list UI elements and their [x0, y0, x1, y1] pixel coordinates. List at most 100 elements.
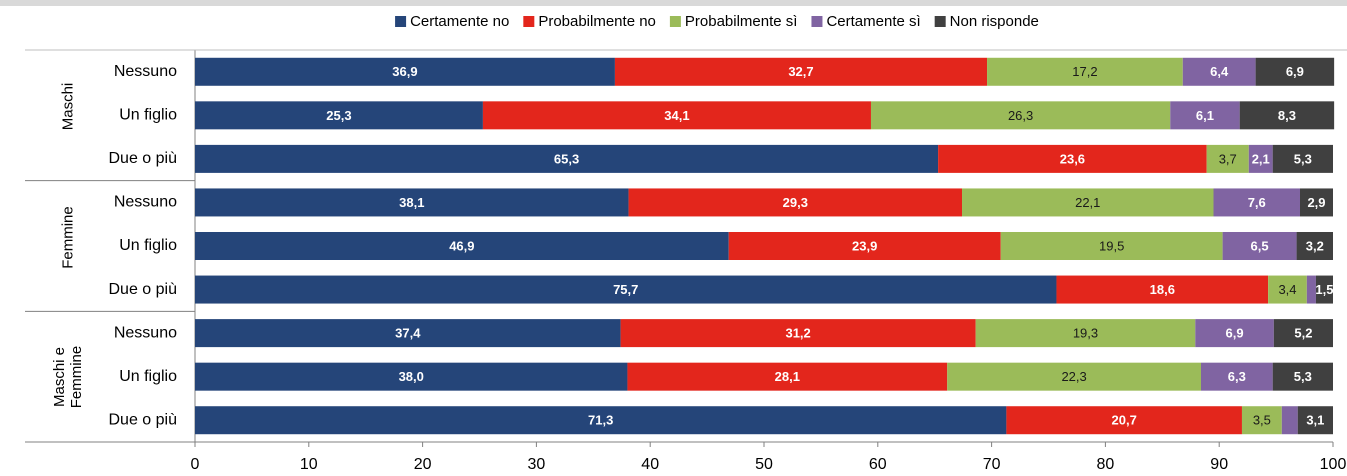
bar-segment [195, 275, 1057, 304]
group-label: Maschi [59, 83, 77, 131]
data-label: 5,3 [1294, 369, 1312, 384]
bar-segment [482, 101, 871, 130]
bar-segment [620, 319, 976, 348]
data-label: 18,6 [1150, 282, 1175, 297]
x-tick-label: 60 [869, 456, 887, 473]
data-label: 6,1 [1196, 108, 1214, 123]
data-label: 3,1 [1306, 413, 1324, 428]
bar-segment [962, 188, 1214, 217]
data-label: 23,9 [852, 238, 877, 253]
data-label: 75,7 [613, 282, 638, 297]
bar-segment [627, 362, 948, 391]
data-label: 29,3 [783, 195, 808, 210]
top-band [0, 0, 1347, 6]
bar-segment [195, 57, 615, 86]
bar-segment [195, 362, 628, 391]
data-label: 5,2 [1294, 326, 1312, 341]
bar-segment [1239, 101, 1335, 130]
legend-swatch [669, 16, 681, 27]
x-tick-label: 50 [755, 456, 773, 473]
data-label: 28,1 [775, 369, 800, 384]
bar-segment [1213, 188, 1300, 217]
x-tick-label: 20 [414, 456, 432, 473]
data-label: 36,9 [392, 64, 417, 79]
data-label: 7,6 [1248, 195, 1266, 210]
bar-segment [1000, 232, 1223, 260]
bar-segment [987, 57, 1183, 86]
bar-segment [1170, 101, 1240, 130]
data-label: 22,3 [1061, 369, 1086, 384]
bar-segment [1006, 406, 1242, 435]
y-tick-label: Un figlio [119, 237, 177, 254]
data-label: 37,4 [395, 326, 421, 341]
data-label: 20,7 [1112, 413, 1137, 428]
data-label: 19,5 [1099, 238, 1124, 253]
legend-swatch [934, 16, 946, 27]
x-tick-label: 70 [983, 456, 1001, 473]
data-label: 1,5 [1315, 282, 1333, 297]
bar-segment [1306, 275, 1316, 304]
x-tick-label: 10 [300, 456, 318, 473]
bar-segment [1272, 362, 1333, 391]
y-tick-label: Un figlio [119, 107, 177, 124]
bar-segment [1195, 319, 1274, 348]
data-label: 6,9 [1286, 64, 1304, 79]
bar-segment [1056, 275, 1269, 304]
data-label: 34,1 [664, 108, 689, 123]
bar-segment [195, 232, 729, 260]
bar-segment [975, 319, 1196, 348]
y-tick-label: Due o più [109, 281, 178, 298]
bar-segment [938, 144, 1207, 173]
bar-segment [195, 319, 621, 348]
data-label: 2,1 [1252, 151, 1270, 166]
bar-segment [628, 188, 963, 217]
data-label: 6,4 [1210, 64, 1229, 79]
bar-segment [870, 101, 1171, 130]
bar-segment [614, 57, 988, 86]
bar-segment [1297, 406, 1333, 435]
group-label: Maschi e Femmine [51, 345, 85, 408]
y-tick-label: Due o più [109, 411, 178, 428]
bar-segment [1299, 188, 1333, 217]
data-label: 71,3 [588, 413, 613, 428]
data-label: 31,2 [785, 326, 810, 341]
data-label: 46,9 [449, 238, 474, 253]
legend-label: Certamente no [410, 13, 509, 30]
bar-segment [1281, 406, 1298, 435]
bar-segment [1296, 232, 1333, 260]
x-tick-label: 30 [528, 456, 546, 473]
group-label: Femmine [59, 206, 77, 269]
data-label: 25,3 [326, 108, 351, 123]
x-tick-label: 90 [1210, 456, 1228, 473]
data-label: 3,4 [1278, 282, 1296, 297]
y-tick-label: Un figlio [119, 368, 177, 385]
data-label: 8,3 [1278, 108, 1296, 123]
y-tick-label: Nessuno [114, 194, 177, 211]
bar-segment [195, 406, 1007, 435]
bar-segment [195, 188, 629, 217]
data-label: 17,2 [1072, 64, 1097, 79]
bar-segment [1268, 275, 1307, 304]
bar-segment [1255, 57, 1335, 86]
bar-segment [1248, 144, 1273, 173]
y-tick-label: Nessuno [114, 63, 177, 80]
data-label: 26,3 [1008, 108, 1033, 123]
legend-label: Probabilmente sì [685, 13, 798, 30]
data-label: 23,6 [1060, 151, 1085, 166]
y-tick-label: Nessuno [114, 324, 177, 341]
y-tick-label: Due o più [109, 150, 178, 167]
legend-swatch [523, 16, 535, 27]
legend-swatch [395, 16, 407, 27]
bar-segment [1272, 144, 1333, 173]
data-label: 2,9 [1307, 195, 1325, 210]
x-tick-label: 100 [1320, 456, 1347, 473]
data-label: 3,5 [1253, 413, 1271, 428]
x-tick-label: 0 [191, 456, 200, 473]
legend-label: Certamente sì [826, 13, 920, 30]
bar-segment [195, 101, 483, 130]
data-label: 3,7 [1219, 151, 1237, 166]
legend-label: Non risponde [950, 13, 1039, 30]
legend-swatch [811, 16, 823, 27]
